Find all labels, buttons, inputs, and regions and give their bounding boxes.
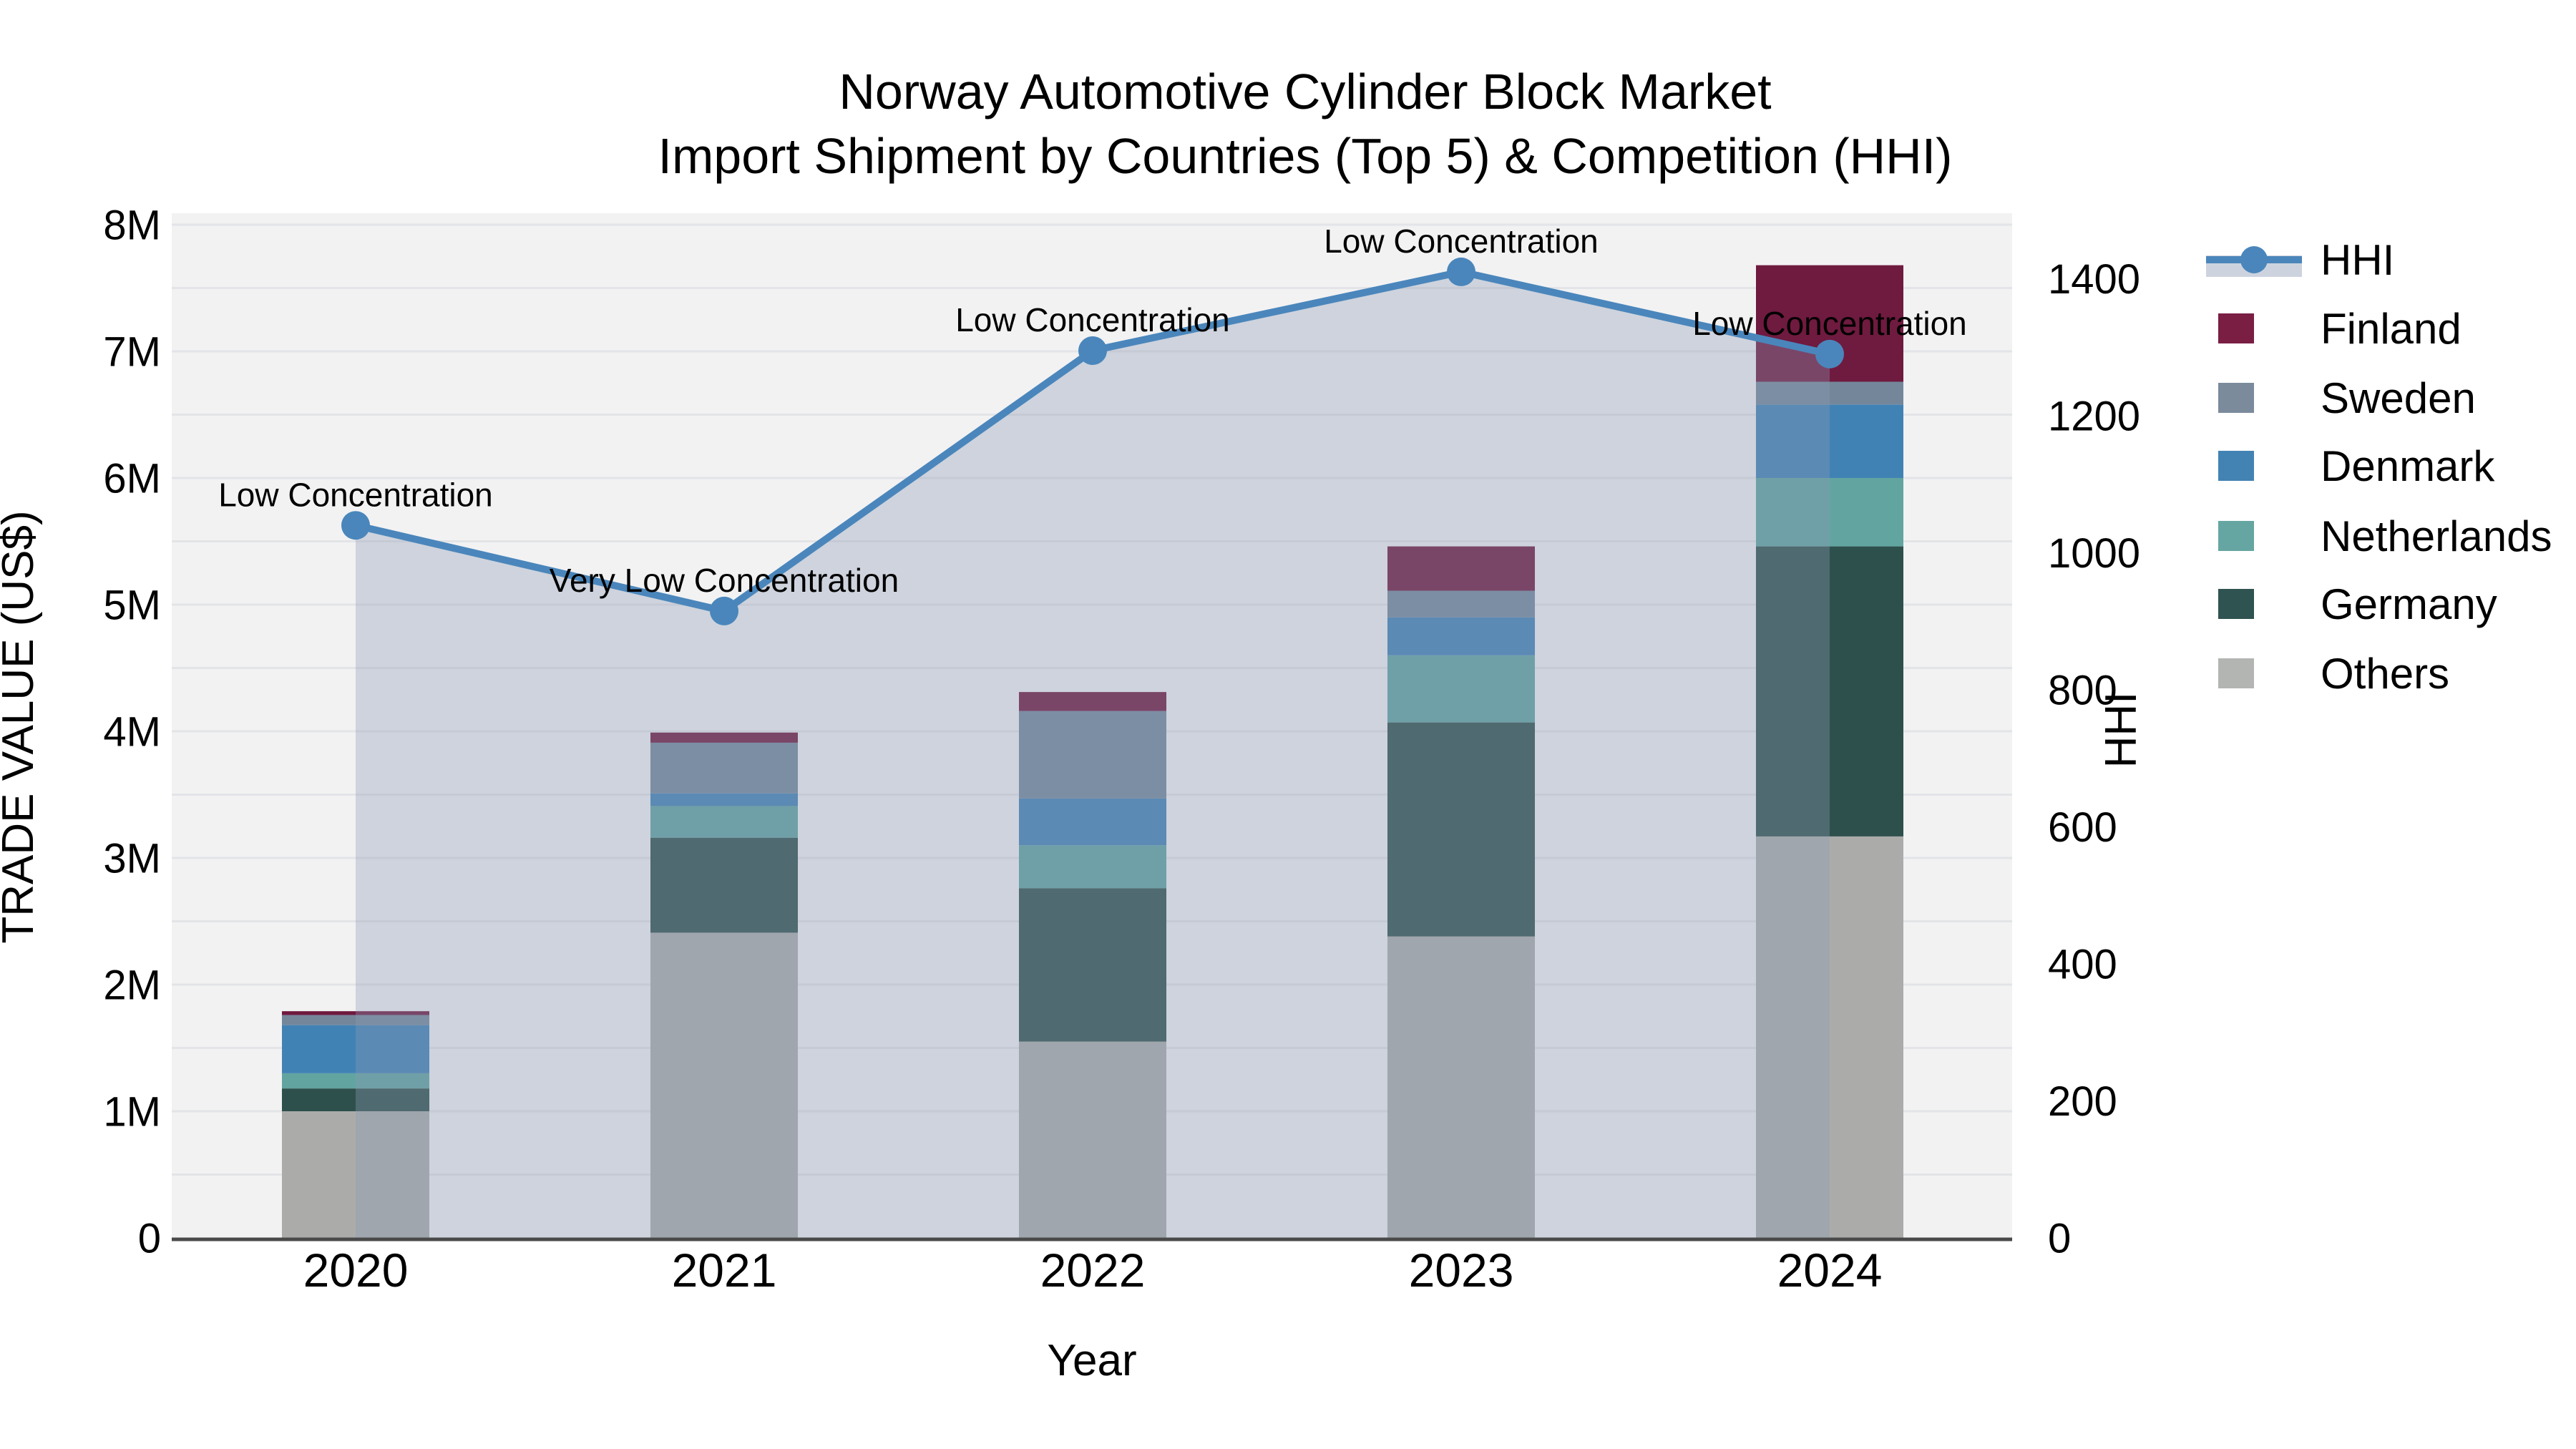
bar-segment-sweden-2020 <box>282 1015 429 1025</box>
hhi-marker-2022 <box>1078 336 1107 366</box>
y-right-tick-200: 200 <box>2048 1078 2117 1125</box>
bar-segment-netherlands-2020 <box>282 1073 429 1089</box>
x-axis-title: Year <box>1047 1336 1136 1385</box>
legend-swatch-netherlands <box>2218 521 2254 551</box>
bar-segment-sweden-2023 <box>1387 590 1535 618</box>
bar-segment-denmark-2024 <box>1756 404 1903 478</box>
y-left-tick-2M: 2M <box>103 962 161 1008</box>
y-right-tick-labels: 0 200 400 600 800 1000 1200 1400 <box>2048 256 2140 1262</box>
legend-label-denmark: Denmark <box>2321 442 2495 490</box>
bar-segment-others-2024 <box>1756 836 1903 1238</box>
bar-segment-finland-2023 <box>1387 546 1535 591</box>
hhi-area-path <box>356 271 1830 1238</box>
hhi-marker-2023 <box>1447 257 1475 286</box>
bar-segment-germany-2021 <box>650 837 798 933</box>
legend-hhi-marker-icon <box>2240 246 2268 273</box>
legend-swatch-others <box>2218 658 2254 688</box>
x-tick-2020: 2020 <box>303 1244 409 1297</box>
bar-segment-sweden-2024 <box>1756 381 1903 405</box>
legend-swatch-finland <box>2218 313 2254 343</box>
legend-label-sweden: Sweden <box>2321 374 2476 422</box>
bar-segment-netherlands-2023 <box>1387 655 1535 723</box>
y-right-axis-title: HHI <box>2097 692 2146 769</box>
y-right-tick-1200: 1200 <box>2048 393 2140 439</box>
y-right-tick-1000: 1000 <box>2048 530 2140 577</box>
legend-item-denmark: Denmark <box>2218 442 2495 490</box>
bar-segment-germany-2023 <box>1387 722 1535 937</box>
hhi-marker-2021 <box>710 596 738 625</box>
annotation-2023: Low Concentration <box>1324 223 1599 260</box>
y-left-tick-7M: 7M <box>103 328 161 375</box>
y-right-tick-800: 800 <box>2048 667 2117 713</box>
bar-segment-sweden-2022 <box>1019 711 1166 799</box>
bar-segment-netherlands-2022 <box>1019 845 1166 889</box>
legend-label-hhi: HHI <box>2321 236 2394 284</box>
y-left-tick-1M: 1M <box>103 1088 161 1135</box>
x-tick-2024: 2024 <box>1777 1244 1883 1297</box>
y-right-tick-0: 0 <box>2048 1215 2071 1262</box>
annotation-2020: Low Concentration <box>218 476 493 513</box>
legend-item-netherlands: Netherlands <box>2218 512 2552 560</box>
legend-item-finland: Finland <box>2218 305 2462 353</box>
x-tick-2023: 2023 <box>1409 1244 1514 1297</box>
bar-segment-netherlands-2024 <box>1756 478 1903 547</box>
bar-segment-others-2020 <box>282 1111 429 1238</box>
bar-segment-denmark-2023 <box>1387 617 1535 655</box>
y-right-tick-400: 400 <box>2048 941 2117 987</box>
y-left-tick-4M: 4M <box>103 708 161 755</box>
chart-title-line2: Import Shipment by Countries (Top 5) & C… <box>658 128 1953 184</box>
y-left-tick-6M: 6M <box>103 455 161 502</box>
legend-swatch-sweden <box>2218 383 2254 413</box>
legend-swatch-denmark <box>2218 451 2254 481</box>
hhi-marker-2024 <box>1815 339 1844 369</box>
bar-segment-finland-2022 <box>1019 692 1166 711</box>
legend-label-netherlands: Netherlands <box>2321 512 2552 560</box>
bar-segment-denmark-2020 <box>282 1025 429 1073</box>
bar-segment-netherlands-2021 <box>650 806 798 838</box>
x-tick-2021: 2021 <box>672 1244 777 1297</box>
y-left-axis-title: TRADE VALUE (US$) <box>0 510 43 943</box>
y-left-tick-3M: 3M <box>103 835 161 882</box>
legend-label-others: Others <box>2321 650 2449 698</box>
bar-segment-others-2021 <box>650 932 798 1238</box>
legend-item-others: Others <box>2218 650 2449 698</box>
y-left-tick-8M: 8M <box>103 202 161 248</box>
bar-segment-denmark-2021 <box>650 793 798 806</box>
bar-segment-sweden-2021 <box>650 742 798 794</box>
bar-segment-germany-2020 <box>282 1088 429 1111</box>
legend-item-hhi: HHI <box>2206 236 2394 284</box>
bar-segment-germany-2024 <box>1756 546 1903 836</box>
x-tick-2022: 2022 <box>1040 1244 1146 1297</box>
concentration-annotations: Low Concentration Very Low Concentration L… <box>218 223 1967 599</box>
hhi-area-fill <box>356 271 1830 1238</box>
annotation-2022: Low Concentration <box>955 301 1230 338</box>
y-left-tick-5M: 5M <box>103 582 161 628</box>
bar-segment-germany-2022 <box>1019 888 1166 1042</box>
chart-title-line1: Norway Automotive Cylinder Block Market <box>839 64 1771 119</box>
bar-segment-finland-2020 <box>282 1011 429 1015</box>
bar-segment-finland-2021 <box>650 732 798 743</box>
annotation-2024: Low Concentration <box>1692 305 1967 342</box>
legend-label-germany: Germany <box>2321 580 2497 628</box>
legend-label-finland: Finland <box>2321 305 2462 353</box>
legend-item-sweden: Sweden <box>2218 374 2476 422</box>
bar-segment-denmark-2022 <box>1019 798 1166 846</box>
legend-item-germany: Germany <box>2218 580 2497 628</box>
annotation-2021: Very Low Concentration <box>550 562 899 599</box>
y-right-tick-600: 600 <box>2048 804 2117 851</box>
bar-segment-others-2022 <box>1019 1041 1166 1238</box>
bar-segment-others-2023 <box>1387 936 1535 1238</box>
y-right-tick-1400: 1400 <box>2048 256 2140 303</box>
x-tick-labels: 2020 2021 2022 2023 2024 <box>303 1244 1883 1297</box>
hhi-marker-2020 <box>341 511 370 540</box>
y-left-tick-labels: 0 1M 2M 3M 4M 5M 6M 7M 8M <box>103 202 161 1262</box>
stacked-bars <box>282 265 1903 1238</box>
legend-swatch-germany <box>2218 589 2254 619</box>
y-left-tick-0: 0 <box>138 1215 161 1262</box>
hhi-line <box>341 257 1844 625</box>
legend: HHI Finland Sweden Denmark Netherlands German… <box>2206 236 2552 698</box>
